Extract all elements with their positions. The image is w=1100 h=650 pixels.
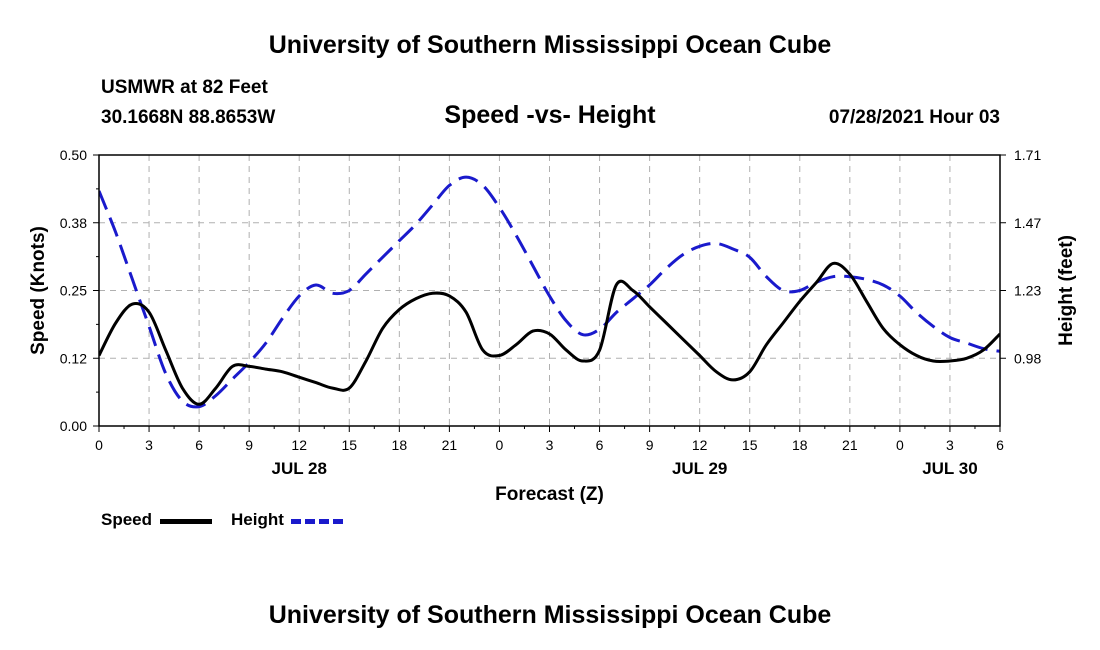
legend-height-swatch — [291, 519, 343, 524]
y-left-tick-label: 0.00 — [60, 418, 87, 434]
x-tick-label: 6 — [996, 437, 1004, 453]
y-left-tick-label: 0.25 — [60, 283, 87, 299]
x-tick-label: 12 — [291, 437, 307, 453]
y-left-tick-label: 0.50 — [60, 147, 87, 163]
station-name: USMWR at 82 Feet — [101, 77, 268, 98]
y-right-tick-label: 1.47 — [1014, 215, 1041, 231]
x-tick-label: 18 — [792, 437, 808, 453]
x-axis-title: Forecast (Z) — [495, 484, 604, 505]
x-tick-label: 9 — [245, 437, 253, 453]
x-tick-label: 21 — [442, 437, 458, 453]
date-label: JUL 30 — [922, 459, 977, 478]
x-tick-label: 0 — [896, 437, 904, 453]
x-tick-label: 12 — [692, 437, 708, 453]
axis-labels: 0 3 6 9 12 15 18 21 0 3 6 9 12 15 18 21 0 3 6 JUL 28 JUL 29 J… — [28, 147, 1077, 505]
x-tick-label: 3 — [546, 437, 554, 453]
date-label: JUL 28 — [271, 459, 326, 478]
legend-speed-label: Speed — [101, 510, 153, 529]
x-tick-label: 15 — [742, 437, 758, 453]
y-left-tick-label: 0.38 — [60, 215, 87, 231]
x-tick-label: 3 — [946, 437, 954, 453]
x-tick-label: 15 — [341, 437, 357, 453]
height-series-line — [99, 175, 1000, 409]
x-tick-label: 6 — [195, 437, 203, 453]
x-tick-label: 18 — [392, 437, 408, 453]
y-right-tick-label: 1.23 — [1014, 283, 1041, 299]
axis-ticks — [93, 154, 1006, 432]
legend-height-label: Height — [231, 510, 284, 529]
x-tick-label: 6 — [596, 437, 604, 453]
date-label: JUL 29 — [672, 459, 727, 478]
speed-series-line — [99, 261, 1000, 406]
chart-title: Speed -vs- Height — [444, 101, 656, 129]
x-tick-label: 0 — [95, 437, 103, 453]
grid-lines — [99, 155, 1000, 426]
x-tick-label: 9 — [646, 437, 654, 453]
footer-title: University of Southern Mississippi Ocean… — [268, 601, 832, 629]
y-right-axis-title: Height (feet) — [1056, 235, 1077, 346]
header-title: University of Southern Mississippi Ocean… — [268, 31, 832, 59]
station-coordinates: 30.1668N 88.8653W — [101, 107, 276, 128]
x-tick-label: 0 — [496, 437, 504, 453]
forecast-datetime: 07/28/2021 Hour 03 — [828, 107, 1000, 128]
x-tick-label: 21 — [842, 437, 858, 453]
y-left-tick-label: 0.12 — [60, 350, 87, 366]
legend-speed-swatch — [160, 519, 212, 524]
x-tick-label: 3 — [145, 437, 153, 453]
series-lines — [99, 175, 1000, 409]
y-left-axis-title: Speed (Knots) — [28, 226, 49, 355]
y-right-tick-label: 0.98 — [1014, 350, 1041, 366]
y-right-tick-label: 1.71 — [1014, 147, 1041, 163]
